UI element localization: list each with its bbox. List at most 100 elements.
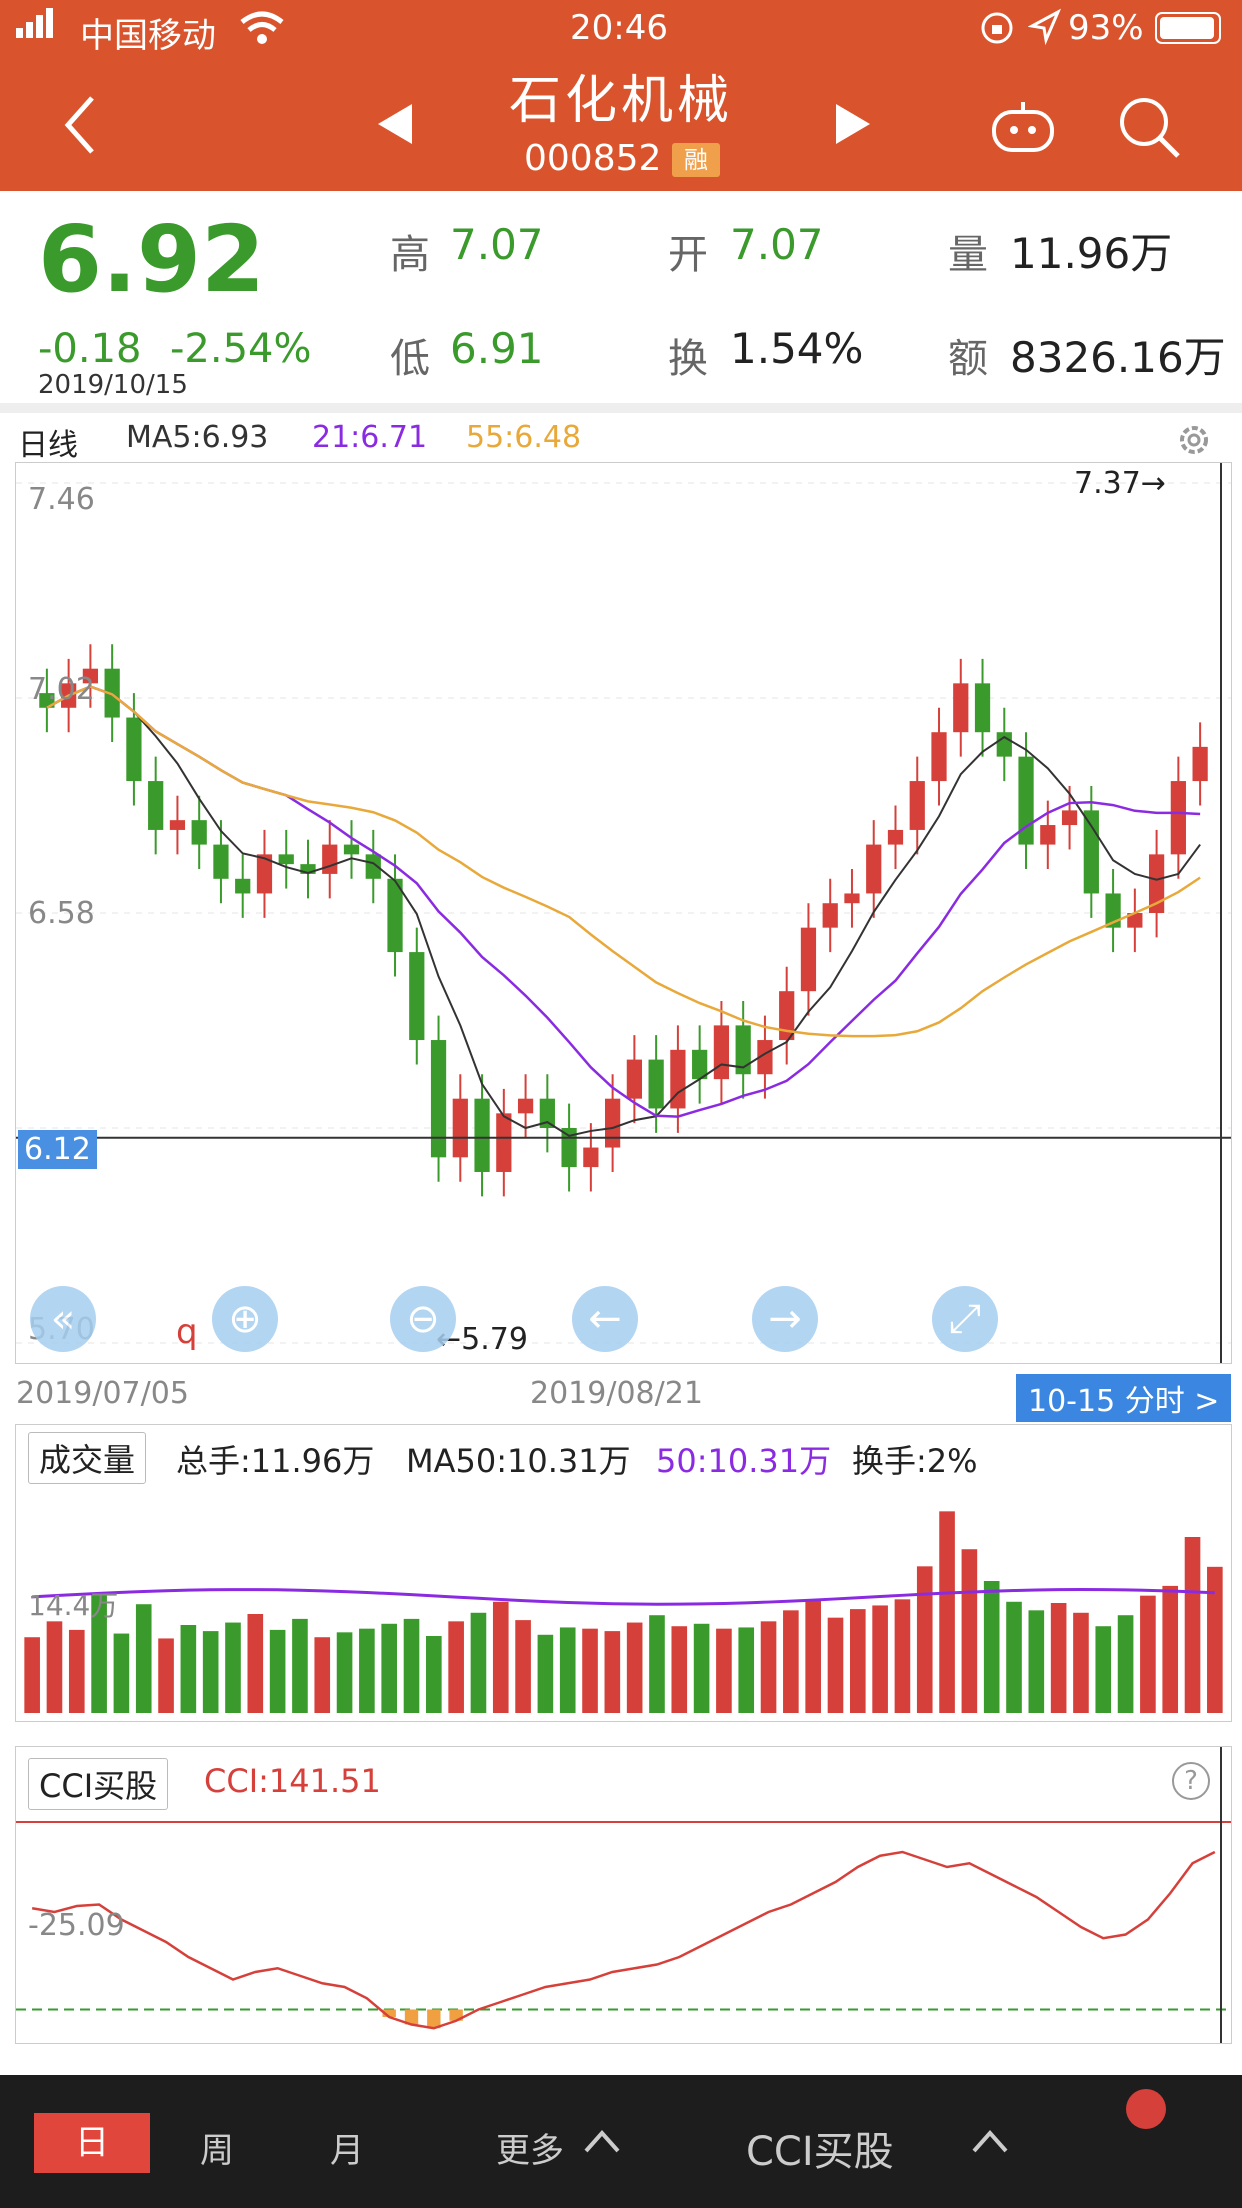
cci-chart-frame <box>15 1746 1232 2044</box>
candle-body <box>322 844 338 874</box>
candle-body <box>278 854 294 865</box>
volume-bar <box>827 1617 844 1713</box>
candle-body <box>496 1113 512 1172</box>
tab-day[interactable]: 日 <box>34 2113 150 2173</box>
period-label[interactable]: 日线 <box>18 428 78 463</box>
indicator-selector[interactable]: CCI买股 <box>746 2129 894 2175</box>
tab-month[interactable]: 月 <box>330 2131 364 2171</box>
candle-body <box>82 668 99 684</box>
minute-chart-link[interactable]: 10-15 分时 > <box>1016 1374 1232 1422</box>
kline-chart-frame[interactable] <box>15 462 1232 1364</box>
scroll-right-button[interactable]: → <box>752 1286 818 1352</box>
high-label: 高 <box>390 232 430 278</box>
volume-bar <box>604 1631 621 1713</box>
volume-bar <box>537 1634 554 1713</box>
crosshair-price: 6.12 <box>18 1130 97 1169</box>
scroll-start-button[interactable]: « <box>30 1286 96 1352</box>
candle-body <box>953 683 969 733</box>
scroll-left-button[interactable]: ← <box>572 1286 638 1352</box>
volume-bar <box>849 1609 866 1713</box>
cci-indicator-tag[interactable]: CCI买股 <box>28 1758 169 1810</box>
zoom-in-button[interactable]: ⊕ <box>212 1286 278 1352</box>
candle-body <box>365 854 381 879</box>
tab-week[interactable]: 周 <box>200 2131 234 2171</box>
cci-under-bar <box>382 2009 396 2017</box>
volume-bar <box>1073 1612 1089 1713</box>
candle-body <box>452 1098 468 1158</box>
candle-body <box>39 693 55 708</box>
candle-body <box>670 1049 686 1109</box>
candle-body <box>1105 893 1121 928</box>
candle-body <box>1170 781 1186 855</box>
volume-bar <box>671 1626 688 1713</box>
cci-line <box>31 1850 1216 2030</box>
price-change-pct: -2.54% <box>170 326 312 372</box>
cci-under-bar <box>404 2009 419 2025</box>
candle-body <box>256 854 273 894</box>
candle-body <box>1061 810 1078 826</box>
amount-label: 额 <box>948 336 988 382</box>
candle-body <box>235 878 251 894</box>
carrier-label: 中国移动 <box>80 16 216 56</box>
volume-bar <box>180 1625 197 1713</box>
last-price: 6.92 <box>38 206 265 313</box>
kline-chart <box>16 463 1231 1363</box>
wifi-icon <box>238 8 286 57</box>
candle-body <box>1083 810 1099 894</box>
open-value: 7.07 <box>730 220 824 269</box>
zoom-out-button[interactable]: ⊖ <box>390 1286 456 1352</box>
volume-turnover: 换手:2% <box>852 1442 978 1480</box>
volume-bar <box>515 1620 531 1713</box>
candle-body <box>583 1147 599 1168</box>
volume-bar <box>693 1623 710 1713</box>
candle-body <box>213 844 229 879</box>
candle-body <box>1127 913 1143 928</box>
volume-bar <box>1006 1601 1022 1713</box>
search-icon[interactable] <box>1118 96 1182 164</box>
help-icon[interactable]: ? <box>1172 1762 1210 1800</box>
cci-value: CCI:141.51 <box>204 1762 381 1800</box>
volume-bar <box>1140 1595 1156 1713</box>
cci-y-tick: -25.09 <box>28 1908 125 1943</box>
candle-body <box>148 781 164 830</box>
quote-date: 2019/10/15 <box>38 370 188 400</box>
fullscreen-button[interactable]: ⤢ <box>932 1286 998 1352</box>
volume-bar <box>783 1610 799 1713</box>
volume-bar <box>269 1629 286 1713</box>
next-stock-icon[interactable] <box>832 102 872 150</box>
candle-body <box>387 878 403 953</box>
volume-bar <box>582 1628 598 1713</box>
candle-body <box>996 732 1012 757</box>
volume-bar <box>113 1633 130 1713</box>
indicator-chevron-up-icon[interactable] <box>970 2123 1010 2163</box>
volume-bar <box>202 1631 219 1713</box>
volume-bar <box>1184 1537 1201 1713</box>
candle-body <box>822 903 838 928</box>
settings-gear-icon[interactable] <box>1174 420 1214 464</box>
volume-ma50: MA50:10.31万 <box>406 1442 631 1480</box>
stock-name: 石化机械 <box>508 71 733 131</box>
volume-bar <box>961 1549 978 1713</box>
volume-bar <box>760 1621 777 1713</box>
volume-chart <box>24 1511 1223 1713</box>
volume-bar <box>649 1615 665 1713</box>
volume-bar <box>225 1622 241 1713</box>
candle-body <box>1192 746 1208 782</box>
chevron-up-icon[interactable] <box>582 2123 622 2163</box>
tab-more[interactable]: 更多 <box>496 2131 564 2171</box>
candle-body <box>844 893 860 904</box>
volume-indicator-tag[interactable]: 成交量 <box>28 1432 147 1484</box>
volume-y-tick: 14.4万 <box>28 1589 119 1622</box>
signal-icon <box>16 6 56 49</box>
back-icon[interactable] <box>60 92 100 162</box>
candle-body <box>626 1059 642 1099</box>
ma5-label: MA5:6.93 <box>126 420 269 455</box>
volume-bar <box>448 1621 464 1713</box>
volume-bar <box>381 1623 398 1713</box>
prev-stock-icon[interactable] <box>376 102 416 150</box>
robot-icon[interactable] <box>990 98 1056 158</box>
candle-body <box>539 1098 555 1128</box>
divider <box>0 403 1242 413</box>
app-header: 中国移动 20:46 93% 石化机械 000852 融 <box>0 0 1242 191</box>
margin-badge: 融 <box>672 143 720 177</box>
